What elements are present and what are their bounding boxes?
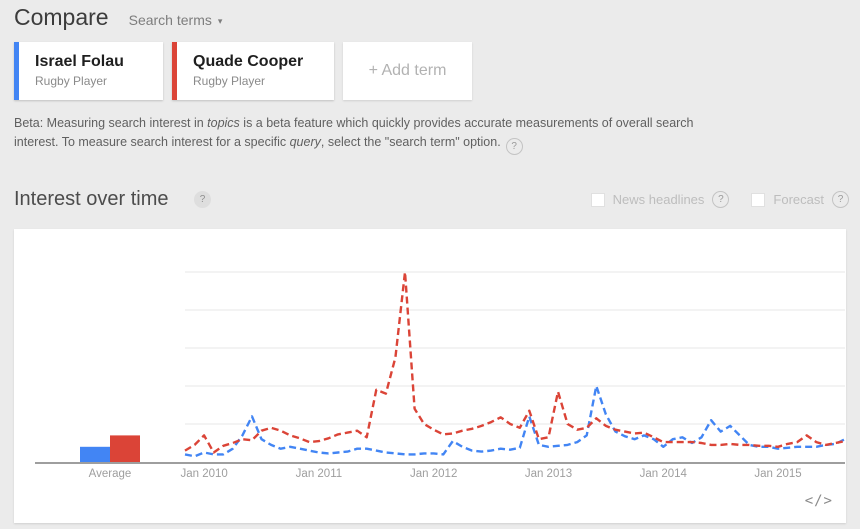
- page-header: Compare Search terms ▾: [14, 4, 222, 31]
- term-subtitle: Rugby Player: [193, 74, 266, 88]
- series-line-quade-cooper[interactable]: [184, 270, 846, 454]
- add-term-button[interactable]: + Add term: [343, 42, 472, 100]
- forecast-toggle: Forecast ?: [751, 191, 849, 208]
- beta-text: , select the "search term" option.: [320, 135, 501, 149]
- term-title: Israel Folau: [35, 53, 124, 70]
- term-subtitle: Rugby Player: [35, 74, 108, 88]
- beta-note: Beta: Measuring search interest in topic…: [14, 114, 706, 155]
- interest-over-time-panel: Average Jan 2010 Jan 2011 Jan 2012 Jan 2013 J…: [14, 229, 846, 523]
- help-icon[interactable]: ?: [194, 191, 211, 208]
- chart-toggles: News headlines ? Forecast ?: [569, 191, 849, 208]
- series-line-israel-folau[interactable]: [184, 384, 846, 458]
- average-bar-israel-folau[interactable]: [80, 446, 110, 462]
- section-title: Interest over time: [14, 188, 169, 210]
- term-card-israel-folau[interactable]: Israel Folau Rugby Player: [14, 42, 163, 100]
- beta-text-topics: topics: [207, 116, 240, 130]
- news-headlines-toggle: News headlines ?: [590, 191, 730, 208]
- search-terms-dropdown-label: Search terms: [128, 12, 212, 28]
- help-icon[interactable]: ?: [832, 191, 849, 208]
- news-headlines-checkbox[interactable]: [590, 192, 605, 207]
- chevron-down-icon: ▾: [217, 16, 223, 26]
- beta-text-query: query: [289, 135, 321, 149]
- forecast-label[interactable]: Forecast: [773, 192, 824, 207]
- embed-code-button[interactable]: </>: [804, 493, 833, 509]
- term-title: Quade Cooper: [193, 53, 304, 70]
- beta-text: Beta: Measuring search interest in: [14, 116, 208, 130]
- x-axis-tick-label: Jan 2011: [296, 468, 342, 480]
- page-title: Compare: [14, 4, 109, 30]
- beta-text: is a beta feature which quickly provides…: [14, 116, 694, 149]
- interest-over-time-chart[interactable]: Average Jan 2010 Jan 2011 Jan 2012 Jan 2013 J…: [14, 229, 846, 523]
- x-axis-tick-label: Jan 2014: [640, 468, 688, 480]
- x-axis-tick-label: Jan 2010: [180, 468, 227, 480]
- average-axis-label: Average: [89, 468, 132, 480]
- x-axis-tick-label: Jan 2015: [754, 468, 801, 480]
- help-icon[interactable]: ?: [505, 138, 523, 155]
- help-icon[interactable]: ?: [712, 191, 730, 208]
- add-term-label: + Add term: [368, 62, 447, 79]
- x-axis-tick-label: Jan 2012: [410, 468, 457, 480]
- search-terms-dropdown[interactable]: Search terms ▾: [129, 12, 223, 28]
- forecast-checkbox[interactable]: [751, 192, 766, 207]
- term-card-quade-cooper[interactable]: Quade Cooper Rugby Player: [172, 42, 334, 100]
- average-bar-quade-cooper[interactable]: [110, 435, 140, 462]
- news-headlines-label[interactable]: News headlines: [612, 192, 705, 207]
- x-axis-tick-label: Jan 2013: [525, 468, 572, 480]
